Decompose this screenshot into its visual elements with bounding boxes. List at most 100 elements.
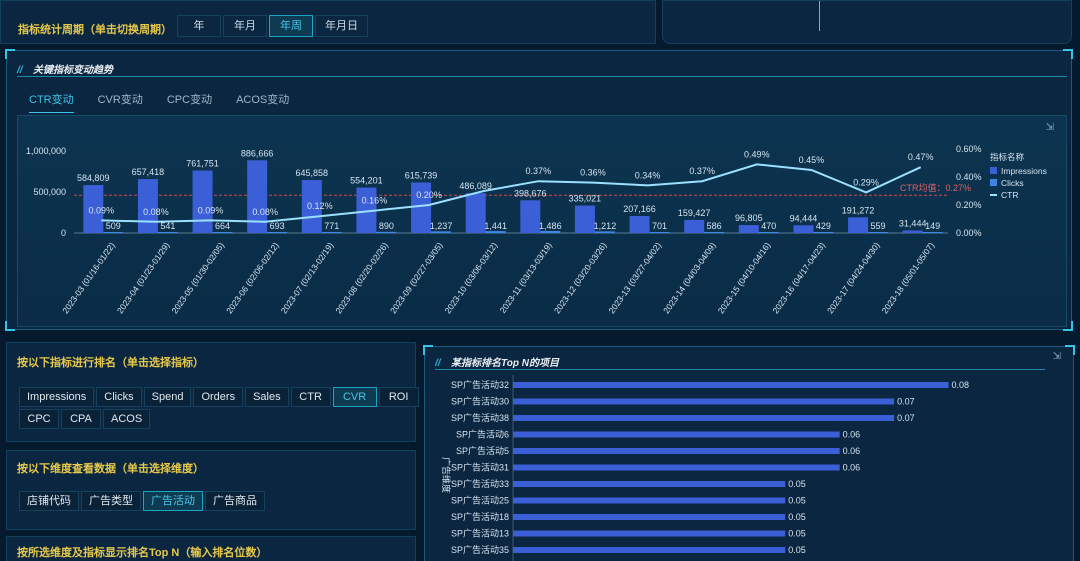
metric-option-cvr[interactable]: CVR <box>332 387 377 407</box>
category-label: SP广告活动30 <box>451 396 509 407</box>
metric-option-ctr[interactable]: CTR <box>290 387 331 407</box>
impressions-bar[interactable] <box>137 179 158 233</box>
value-label: 0.05 <box>788 479 806 489</box>
category-label: SP广告活动32 <box>451 379 509 390</box>
impressions-bar[interactable] <box>247 160 268 233</box>
metric-option-roi[interactable]: ROI <box>378 387 419 407</box>
x-tick-label: 2023-03 (01/16-01/22) <box>60 240 117 315</box>
impressions-bar[interactable] <box>793 225 814 233</box>
filter-icon[interactable]: ⇲ <box>1052 351 1061 362</box>
legend-item[interactable]: CTR <box>1001 190 1018 200</box>
ranking-bar[interactable] <box>513 530 786 537</box>
dimension-option-1[interactable]: 广告类型 <box>81 491 141 511</box>
legend-item[interactable]: Impressions <box>1001 166 1047 176</box>
impressions-bar[interactable] <box>465 193 486 233</box>
impressions-bar[interactable] <box>684 219 705 233</box>
value-label: 0.05 <box>788 545 806 555</box>
ranking-bar[interactable] <box>513 497 786 504</box>
metric-option-cpc[interactable]: CPC <box>19 409 59 429</box>
category-label: SP广告活动5 <box>456 445 509 456</box>
impressions-bar[interactable] <box>356 187 377 233</box>
filter-icon[interactable]: ⇲ <box>1045 122 1054 133</box>
metric-option-cpa[interactable]: CPA <box>61 409 101 429</box>
x-tick-label: 2023-04 (01/23-01/29) <box>115 240 172 315</box>
period-option-3[interactable]: 年月日 <box>315 15 368 37</box>
legend-item[interactable]: Clicks <box>1001 178 1024 188</box>
clicks-bar[interactable] <box>103 232 124 233</box>
left-tick: 1,000,000 <box>26 146 66 156</box>
impressions-bar[interactable] <box>629 216 650 233</box>
divider <box>819 1 820 31</box>
clicks-bar[interactable] <box>813 232 834 233</box>
clicks-bar[interactable] <box>868 232 889 233</box>
clicks-bar[interactable] <box>704 232 725 233</box>
clicks-bar[interactable] <box>157 232 178 233</box>
dimension-option-3[interactable]: 广告商品 <box>205 491 265 511</box>
tab-0[interactable]: CTR变动 <box>29 94 74 113</box>
value-label: 0.08 <box>952 380 970 390</box>
tab-2[interactable]: CPC变动 <box>166 94 213 106</box>
clicks-bar[interactable] <box>594 231 615 233</box>
impressions-label: 886,666 <box>241 148 274 158</box>
ctr-label: 0.09% <box>198 205 224 215</box>
clicks-bar[interactable] <box>431 231 452 233</box>
legend-swatch <box>990 179 997 186</box>
category-label: SP广告活动33 <box>451 478 509 489</box>
ranking-bar[interactable] <box>513 481 786 487</box>
clicks-bar[interactable] <box>212 232 233 233</box>
value-label: 0.05 <box>788 512 806 522</box>
impressions-bar[interactable] <box>192 170 213 233</box>
dimension-panel: 按以下维度查看数据（单击选择维度） 店铺代码 广告类型 广告活动 广告商品 <box>6 450 416 530</box>
slash-icon: // <box>17 65 23 76</box>
x-tick-label: 2023-13 (03/27-04/02) <box>606 240 663 315</box>
period-selector: 年年月 年周 年月日 <box>177 15 370 37</box>
period-option-2[interactable]: 年周 <box>269 15 313 37</box>
period-option-0[interactable]: 年 <box>177 15 221 37</box>
clicks-bar[interactable] <box>540 231 561 233</box>
x-tick-label: 2023-07 (02/13-02/19) <box>279 240 336 315</box>
period-option-1[interactable]: 年月 <box>223 15 267 37</box>
impressions-bar[interactable] <box>738 225 759 233</box>
clicks-bar[interactable] <box>758 232 779 233</box>
ranking-bar[interactable] <box>513 464 840 471</box>
impressions-bar[interactable] <box>848 217 869 233</box>
right-tick: 0.00% <box>956 228 982 238</box>
impressions-bar[interactable] <box>83 185 104 233</box>
metric-option-impressions[interactable]: Impressions <box>19 387 95 407</box>
ranking-bar[interactable] <box>513 514 786 520</box>
clicks-label: 541 <box>160 221 175 231</box>
impressions-bar[interactable] <box>574 205 595 233</box>
clicks-bar[interactable] <box>267 232 288 233</box>
metric-option-orders[interactable]: Orders <box>193 387 244 407</box>
ranking-bar[interactable] <box>513 448 840 454</box>
impressions-bar[interactable] <box>301 180 322 233</box>
metric-option-spend[interactable]: Spend <box>143 387 192 407</box>
ranking-bar[interactable] <box>513 431 840 438</box>
impressions-label: 94,444 <box>790 213 818 223</box>
ranking-bar[interactable] <box>513 382 949 388</box>
ctr-label: 0.45% <box>799 155 825 165</box>
corner-tr <box>1063 49 1073 59</box>
ranking-bar[interactable] <box>513 398 895 405</box>
impressions-bar[interactable] <box>902 230 923 233</box>
impressions-label: 486,089 <box>459 181 492 191</box>
tab-3[interactable]: ACOS变动 <box>236 94 290 106</box>
impressions-bar[interactable] <box>520 200 541 233</box>
metric-option-sales[interactable]: Sales <box>245 387 289 407</box>
corner-br <box>1063 321 1073 331</box>
ranking-bar[interactable] <box>513 547 786 553</box>
clicks-bar[interactable] <box>376 231 397 233</box>
tab-1[interactable]: CVR变动 <box>97 94 143 106</box>
metric-option-clicks[interactable]: Clicks <box>96 387 142 407</box>
impressions-bar[interactable] <box>411 182 432 233</box>
dimension-option-2[interactable]: 广告活动 <box>143 491 203 511</box>
clicks-bar[interactable] <box>922 232 943 233</box>
clicks-bar[interactable] <box>649 232 670 233</box>
clicks-bar[interactable] <box>485 231 506 233</box>
dimension-option-0[interactable]: 店铺代码 <box>19 491 79 511</box>
ranking-bar[interactable] <box>513 415 895 421</box>
clicks-bar[interactable] <box>321 231 342 233</box>
impressions-label: 554,201 <box>350 176 383 186</box>
metric-option-acos[interactable]: ACOS <box>103 409 151 429</box>
trend-title: // 关键指标变动趋势 <box>17 60 113 78</box>
